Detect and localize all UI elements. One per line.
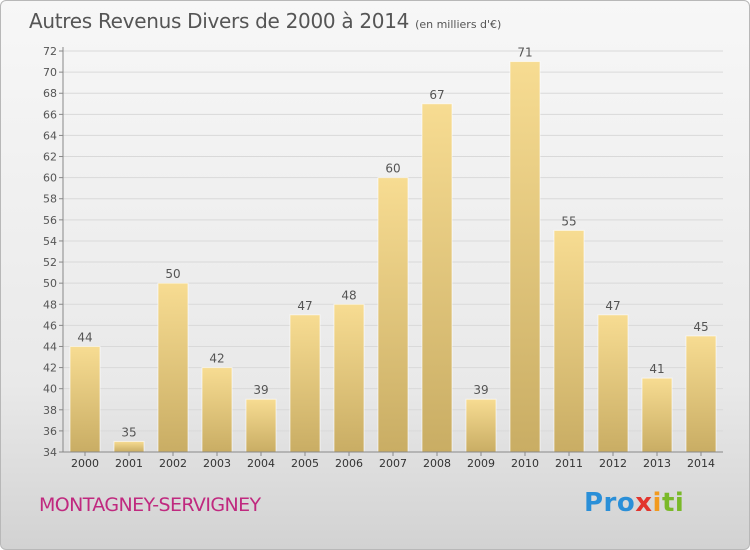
x-tick-label: 2000 (71, 457, 99, 470)
bar-2001 (113, 440, 145, 453)
chart-title: Autres Revenus Divers de 2000 à 2014 (29, 9, 410, 33)
x-tick-label: 2008 (423, 457, 451, 470)
x-tick-label: 2007 (379, 457, 407, 470)
data-label: 71 (517, 46, 532, 60)
data-label: 50 (165, 267, 180, 281)
bar-2005 (289, 314, 321, 453)
proxiti-logo: Proxiti (584, 488, 684, 518)
y-tick-label: 56 (43, 214, 57, 227)
data-label: 39 (473, 383, 488, 397)
bar-2010 (509, 61, 541, 453)
commune-name: MONTAGNEY-SERVIGNEY (39, 494, 261, 516)
y-tick-label: 60 (43, 172, 57, 185)
bar-2008 (421, 103, 453, 453)
bar-2014 (685, 335, 717, 453)
y-tick-label: 64 (43, 129, 57, 142)
title-line: Autres Revenus Divers de 2000 à 2014 (en … (29, 9, 501, 33)
data-label: 47 (297, 299, 312, 313)
data-label: 39 (253, 383, 268, 397)
y-tick-label: 40 (43, 383, 57, 396)
x-tick-label: 2012 (599, 457, 627, 470)
y-tick-label: 70 (43, 66, 57, 79)
bar-2003 (201, 367, 233, 453)
data-label: 44 (77, 330, 92, 344)
y-tick-label: 66 (43, 108, 57, 121)
y-tick-label: 38 (43, 404, 57, 417)
y-tick-label: 36 (43, 425, 57, 438)
x-tick-label: 2001 (115, 457, 143, 470)
bars (69, 61, 717, 453)
y-tick-label: 50 (43, 277, 57, 290)
y-tick-label: 46 (43, 319, 57, 332)
data-label: 60 (385, 162, 400, 176)
bar-2011 (553, 229, 585, 453)
data-label: 42 (209, 352, 224, 366)
bar-2000 (69, 345, 101, 453)
data-label: 48 (341, 288, 356, 302)
x-tick-label: 2009 (467, 457, 495, 470)
bar-2012 (597, 314, 629, 453)
data-labels: 44 35 50 42 39 47 48 60 67 39 71 55 47 41 45 (77, 46, 708, 440)
x-tick-label: 2002 (159, 457, 187, 470)
x-tick-label: 2006 (335, 457, 363, 470)
logo-part: i (652, 488, 662, 518)
y-tick-label: 48 (43, 298, 57, 311)
y-tick-label: 34 (43, 446, 57, 459)
y-tick-label: 58 (43, 193, 57, 206)
logo-part: Pro (584, 488, 636, 518)
x-tick-label: 2013 (643, 457, 671, 470)
bar-2004 (245, 398, 277, 453)
y-tick-label: 44 (43, 340, 57, 353)
y-tick-label: 72 (43, 45, 57, 58)
data-label: 41 (649, 362, 664, 376)
axes: 34 36 38 40 42 44 46 48 50 52 54 56 58 60 62 64 66 68 70 72… (43, 45, 723, 470)
y-tick-label: 62 (43, 151, 57, 164)
bar-2013 (641, 377, 673, 453)
bar-2006 (333, 303, 365, 453)
x-tick-label: 2010 (511, 457, 539, 470)
data-label: 67 (429, 88, 444, 102)
chart-subtitle: (en milliers d'€) (415, 18, 502, 31)
x-tick-label: 2011 (555, 457, 583, 470)
x-tick-label: 2005 (291, 457, 319, 470)
x-tick-label: 2014 (687, 457, 715, 470)
bar-2009 (465, 398, 497, 453)
data-label: 45 (693, 320, 708, 334)
bar-2007 (377, 177, 409, 453)
bar-2002 (157, 282, 189, 453)
x-tick-label: 2003 (203, 457, 231, 470)
data-label: 55 (561, 214, 576, 228)
y-tick-label: 52 (43, 256, 57, 269)
data-label: 47 (605, 299, 620, 313)
x-tick-label: 2004 (247, 457, 275, 470)
y-tick-label: 42 (43, 362, 57, 375)
logo-part: x (635, 488, 653, 518)
y-tick-label: 68 (43, 87, 57, 100)
logo-part: ti (661, 488, 685, 518)
data-label: 35 (121, 425, 136, 439)
y-tick-label: 54 (43, 235, 57, 248)
